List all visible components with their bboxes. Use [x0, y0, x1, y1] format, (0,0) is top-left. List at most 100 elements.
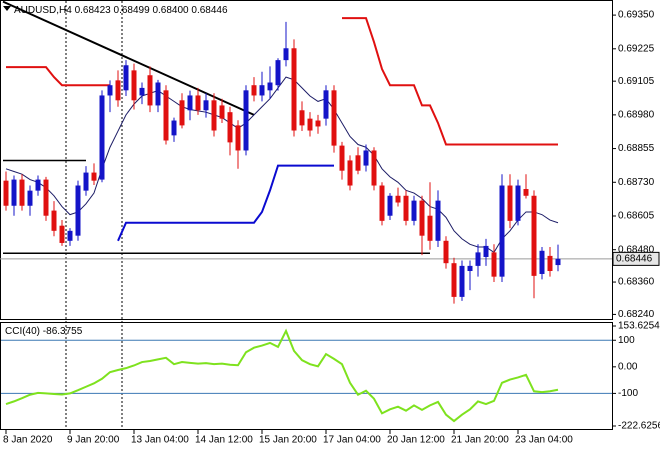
- y-tick-label: 0.69105: [618, 76, 655, 87]
- candle-body: [59, 225, 65, 243]
- candle-body: [163, 90, 169, 141]
- candle-body: [139, 87, 145, 96]
- x-tick-label: 9 Jan 20:00: [67, 435, 120, 446]
- y-tick-label: 0.68605: [618, 211, 655, 222]
- main-frame: [0, 0, 613, 320]
- x-tick-label: 20 Jan 12:00: [387, 435, 445, 446]
- candle-body: [507, 185, 513, 221]
- y-tick-label: 0.68730: [618, 177, 655, 188]
- x-tick-label: 23 Jan 04:00: [515, 435, 573, 446]
- candle-body: [219, 105, 225, 119]
- x-tick-label: 8 Jan 2020: [3, 435, 53, 446]
- x-tick-label: 17 Jan 04:00: [323, 435, 381, 446]
- candle-body: [347, 160, 353, 186]
- candle-body: [379, 185, 385, 221]
- candle-body: [363, 150, 369, 166]
- candle-body: [419, 200, 425, 236]
- candle-body: [523, 189, 529, 196]
- candle-body: [355, 155, 361, 171]
- y-tick-label: 0.69225: [618, 43, 655, 54]
- candle-body: [35, 179, 41, 191]
- y-tick-label: 100: [618, 335, 635, 346]
- candle-body: [403, 195, 409, 221]
- candle-body: [251, 85, 257, 96]
- open: 0.68423: [75, 5, 112, 16]
- indicator-line: [5, 76, 559, 254]
- candle-body: [243, 90, 249, 151]
- candle-body: [115, 80, 121, 101]
- candle-body: [339, 145, 345, 171]
- x-tick-label: 14 Jan 12:00: [195, 435, 253, 446]
- candle-body: [291, 48, 297, 131]
- candle-body: [315, 120, 321, 127]
- candle-body: [443, 240, 449, 264]
- symbol: AUDUSD,H4: [14, 5, 72, 16]
- candle-body: [91, 172, 97, 181]
- candle-body: [435, 200, 441, 241]
- symbol-icon: [3, 6, 11, 11]
- candle-body: [499, 185, 505, 277]
- candle-body: [27, 190, 33, 206]
- y-tick-label: 0.68240: [618, 309, 655, 320]
- candle-body: [323, 90, 329, 119]
- candle-body: [147, 75, 153, 106]
- y-tick-label: 0.68480: [618, 244, 655, 255]
- candle-body: [75, 185, 81, 236]
- candle-body: [267, 82, 273, 91]
- cci-value: -86.3755: [43, 326, 83, 337]
- candle-body: [451, 263, 457, 297]
- price-box: [612, 251, 660, 266]
- candle-body: [483, 245, 489, 257]
- candle-body: [187, 95, 193, 111]
- cci-name: CCI(40): [5, 326, 40, 337]
- candle-body: [371, 150, 377, 186]
- candle-body: [395, 195, 401, 203]
- trendline: [2, 0, 255, 116]
- candle-body: [331, 90, 337, 146]
- candle-body: [459, 265, 465, 297]
- candle-body: [195, 95, 201, 111]
- candle-body: [155, 82, 161, 106]
- candle-body: [107, 85, 113, 96]
- candle-body: [427, 215, 433, 241]
- candle-body: [515, 185, 521, 221]
- marks: [0, 0, 612, 423]
- candle-body: [179, 100, 185, 126]
- y-tick-label: 153.6254: [618, 321, 660, 332]
- candle-body: [227, 112, 233, 143]
- y-tick-label: 0.68360: [618, 277, 655, 288]
- y-tick-label: 0.68855: [618, 143, 655, 154]
- candle-body: [235, 125, 241, 151]
- y-tick-label: 0.69350: [618, 10, 655, 21]
- candle-body: [131, 70, 137, 101]
- candle-body: [259, 85, 265, 96]
- y-tick-label: 0.68980: [618, 110, 655, 121]
- candle-body: [387, 195, 393, 216]
- candle-body: [19, 179, 25, 206]
- candle-body: [99, 95, 105, 180]
- candle-body: [43, 179, 49, 216]
- candle-body: [83, 172, 89, 191]
- y-tick-label: 0.00: [618, 361, 638, 372]
- candle-body: [531, 195, 537, 276]
- candle-body: [275, 60, 281, 86]
- header: AUDUSD,H4 0.68423 0.68499 0.68400 0.6844…: [14, 5, 228, 16]
- candle-body: [67, 230, 73, 241]
- x-tick-label: 21 Jan 20:00: [451, 435, 509, 446]
- x-tick-label: 15 Jan 20:00: [259, 435, 317, 446]
- cci-header: CCI(40) -86.3755: [5, 326, 83, 337]
- candle-body: [203, 100, 209, 111]
- candle-body: [211, 100, 217, 131]
- indicator-line: [6, 66, 110, 87]
- y-tick-label: -222.6256: [618, 421, 660, 432]
- x-tick-label: 13 Jan 04:00: [131, 435, 189, 446]
- indicator-line: [342, 17, 558, 146]
- candle-body: [475, 252, 481, 266]
- candle-body: [547, 255, 553, 272]
- candle-body: [171, 120, 177, 136]
- y-tick-label: -100: [618, 388, 638, 399]
- price-box-label: 0.68446: [616, 254, 653, 265]
- cci-frame: [0, 322, 613, 430]
